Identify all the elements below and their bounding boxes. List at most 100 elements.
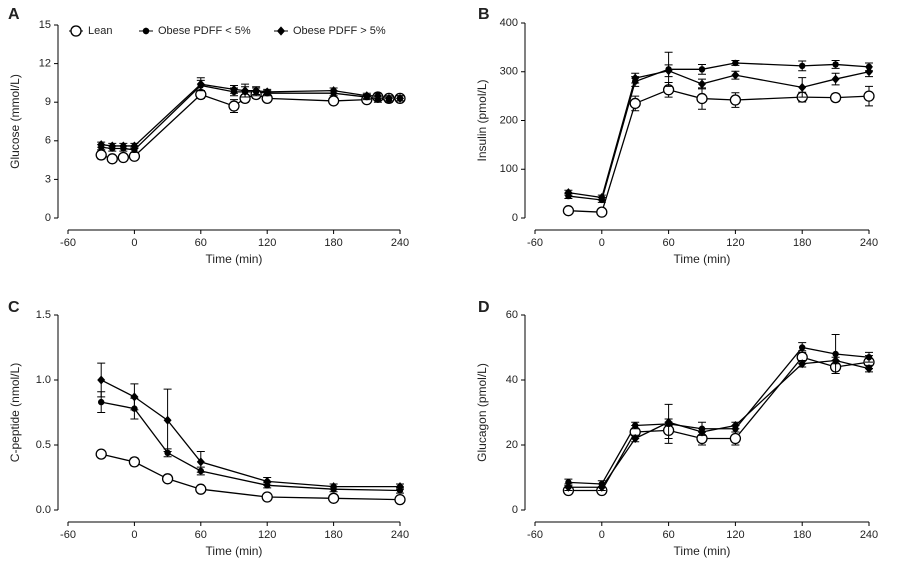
marker	[327, 492, 340, 504]
x-axis-label: Time (min)	[206, 544, 263, 558]
marker	[396, 482, 404, 492]
legend-label: Lean	[88, 25, 112, 37]
marker	[632, 422, 639, 429]
marker	[832, 61, 839, 68]
y-tick-label: 1.0	[36, 374, 51, 386]
y-tick-label: 0.5	[36, 439, 51, 451]
legend-label: Obese PDFF > 5%	[293, 25, 386, 37]
marker	[117, 151, 129, 164]
marker	[263, 87, 272, 97]
marker	[698, 427, 706, 437]
marker	[106, 153, 118, 165]
y-tick-label: 40	[506, 374, 518, 386]
x-tick-label: 180	[793, 237, 811, 249]
marker	[562, 205, 575, 217]
y-tick-label: 12	[39, 58, 51, 70]
y-tick-label: 0.0	[36, 504, 51, 516]
marker	[119, 141, 128, 151]
y-tick-label: 400	[500, 17, 518, 29]
marker	[729, 432, 742, 445]
x-axis-label: Time (min)	[674, 252, 731, 266]
y-tick-label: 0	[45, 212, 51, 224]
x-tick-label: -60	[527, 529, 543, 541]
x-tick-label: 0	[599, 529, 605, 541]
marker	[196, 79, 205, 89]
marker	[831, 356, 840, 365]
x-tick-label: 180	[793, 529, 811, 541]
marker	[241, 86, 250, 96]
x-tick-label: -60	[60, 237, 76, 249]
marker	[327, 95, 340, 107]
marker	[863, 90, 875, 102]
x-tick-label: 120	[258, 237, 276, 249]
marker	[798, 82, 807, 92]
y-tick-label: 20	[506, 439, 518, 451]
marker	[263, 476, 272, 486]
marker	[564, 188, 573, 198]
x-tick-label: -60	[527, 237, 543, 249]
marker	[277, 26, 285, 36]
panel-label: D	[478, 299, 490, 316]
marker	[130, 392, 139, 402]
marker	[631, 434, 640, 443]
marker	[664, 66, 673, 76]
marker	[130, 141, 139, 151]
x-tick-label: 180	[324, 529, 342, 541]
x-tick-label: -60	[60, 529, 76, 541]
marker	[95, 448, 107, 460]
marker	[629, 97, 641, 110]
y-tick-label: 9	[45, 96, 51, 108]
marker	[865, 354, 873, 361]
marker	[228, 100, 240, 112]
marker	[631, 73, 640, 83]
y-axis-label: Glucagon (pmol/L)	[475, 363, 489, 462]
marker	[384, 93, 393, 103]
marker	[829, 91, 842, 104]
marker	[596, 206, 608, 218]
marker	[261, 491, 273, 503]
marker	[396, 93, 404, 103]
x-tick-label: 240	[391, 237, 409, 249]
marker	[597, 193, 606, 203]
marker	[95, 149, 107, 161]
y-tick-label: 0	[512, 212, 518, 224]
marker	[362, 91, 371, 101]
x-tick-label: 240	[860, 237, 878, 249]
marker	[97, 140, 106, 150]
x-tick-label: 60	[662, 529, 674, 541]
marker	[729, 94, 742, 106]
x-tick-label: 180	[324, 237, 342, 249]
marker	[394, 493, 406, 506]
marker	[329, 482, 338, 492]
series-line	[568, 346, 870, 485]
marker	[252, 86, 261, 96]
marker	[664, 417, 673, 427]
y-axis-label: C-peptide (nmol/L)	[8, 363, 22, 462]
marker	[373, 91, 382, 101]
marker	[798, 359, 807, 369]
marker	[731, 70, 740, 80]
marker	[329, 86, 338, 96]
marker	[865, 364, 873, 374]
x-axis-label: Time (min)	[674, 544, 731, 558]
y-tick-label: 200	[500, 114, 518, 126]
x-tick-label: 60	[195, 529, 207, 541]
panel-label: C	[8, 299, 20, 316]
x-tick-label: 240	[391, 529, 409, 541]
x-tick-label: 120	[258, 529, 276, 541]
y-tick-label: 100	[500, 163, 518, 175]
y-tick-label: 1.5	[36, 309, 51, 321]
marker	[70, 25, 82, 37]
x-tick-label: 0	[599, 237, 605, 249]
x-tick-label: 60	[195, 237, 207, 249]
series-line	[100, 93, 400, 160]
x-tick-label: 240	[860, 529, 878, 541]
marker	[128, 456, 141, 468]
y-tick-label: 6	[45, 135, 51, 147]
series-line	[568, 62, 870, 201]
marker	[564, 482, 573, 492]
x-tick-label: 120	[726, 237, 744, 249]
marker	[698, 79, 706, 89]
marker	[698, 66, 706, 73]
